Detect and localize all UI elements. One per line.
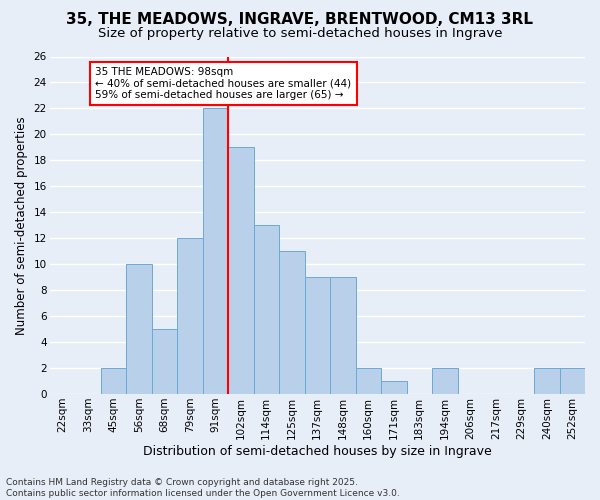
X-axis label: Distribution of semi-detached houses by size in Ingrave: Distribution of semi-detached houses by … bbox=[143, 444, 491, 458]
Bar bbox=[177, 238, 203, 394]
Y-axis label: Number of semi-detached properties: Number of semi-detached properties bbox=[15, 116, 28, 334]
Text: Contains HM Land Registry data © Crown copyright and database right 2025.
Contai: Contains HM Land Registry data © Crown c… bbox=[6, 478, 400, 498]
Bar bbox=[279, 251, 305, 394]
Text: 35 THE MEADOWS: 98sqm
← 40% of semi-detached houses are smaller (44)
59% of semi: 35 THE MEADOWS: 98sqm ← 40% of semi-deta… bbox=[95, 67, 352, 100]
Bar bbox=[330, 277, 356, 394]
Bar bbox=[228, 148, 254, 394]
Bar bbox=[381, 381, 407, 394]
Bar bbox=[254, 226, 279, 394]
Bar bbox=[126, 264, 152, 394]
Bar bbox=[152, 329, 177, 394]
Bar bbox=[101, 368, 126, 394]
Bar bbox=[356, 368, 381, 394]
Bar bbox=[305, 277, 330, 394]
Bar bbox=[432, 368, 458, 394]
Bar bbox=[203, 108, 228, 394]
Bar bbox=[534, 368, 560, 394]
Bar bbox=[560, 368, 585, 394]
Text: Size of property relative to semi-detached houses in Ingrave: Size of property relative to semi-detach… bbox=[98, 28, 502, 40]
Text: 35, THE MEADOWS, INGRAVE, BRENTWOOD, CM13 3RL: 35, THE MEADOWS, INGRAVE, BRENTWOOD, CM1… bbox=[67, 12, 533, 28]
